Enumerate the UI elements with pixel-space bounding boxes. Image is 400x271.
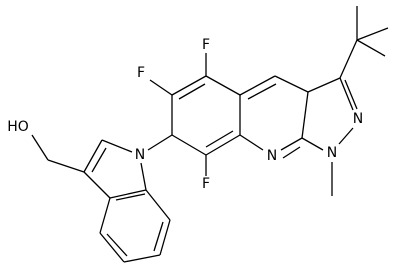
atom-label: F: [202, 37, 210, 53]
atom-label: N: [267, 148, 277, 164]
atom-label: HO: [7, 119, 29, 135]
atom-label: F: [137, 65, 145, 81]
atom-label: N: [327, 145, 337, 161]
atom-label: N: [353, 111, 363, 127]
bonds: [31, 6, 389, 263]
atom-label: N: [135, 147, 145, 163]
atom-label: F: [202, 176, 210, 192]
